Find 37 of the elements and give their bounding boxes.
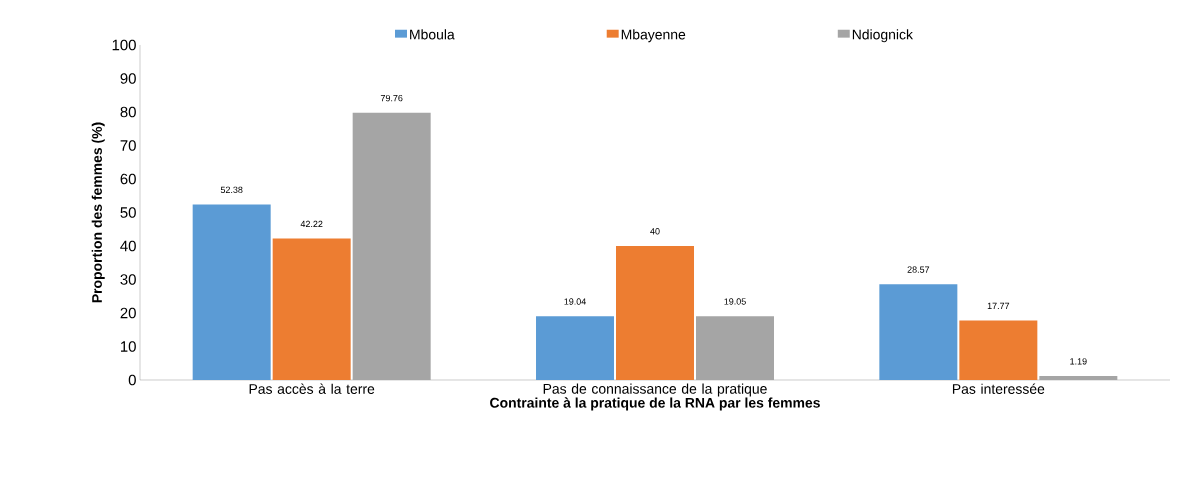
x-tick-label: Pas de connaissance de la pratique — [543, 383, 767, 397]
bar — [1039, 376, 1118, 380]
y-tick-label: 60 — [120, 173, 136, 185]
bar — [536, 316, 615, 380]
y-tick-label: 0 — [128, 374, 136, 386]
bar — [696, 316, 774, 380]
data-label: 17.77 — [987, 302, 1010, 309]
y-tick-label: 80 — [120, 106, 136, 118]
y-tick-label: 90 — [120, 73, 136, 84]
data-label: 1.19 — [1070, 358, 1087, 365]
x-axis-title: Contrainte à la pratique de la RNA par les femmes — [490, 397, 820, 411]
legend-label: Ndiognick — [852, 29, 913, 43]
x-tick-label: Pas interessée — [952, 383, 1045, 394]
legend-label: Mbayenne — [621, 29, 686, 43]
data-label: 40 — [650, 228, 660, 235]
data-label: 42.22 — [300, 220, 323, 228]
data-label: 19.05 — [724, 298, 746, 305]
y-tick-label: 30 — [120, 274, 136, 285]
y-tick-label: 100 — [112, 39, 136, 51]
bar — [272, 238, 351, 380]
legend-label: Mboula — [410, 29, 455, 40]
y-tick-label: 20 — [120, 307, 136, 319]
bar — [616, 246, 695, 380]
bar — [192, 204, 271, 380]
bar — [352, 112, 431, 380]
bar — [959, 320, 1038, 380]
y-tick-label: 10 — [121, 341, 136, 352]
y-tick-label: 40 — [120, 240, 136, 252]
data-label: 52.38 — [220, 186, 243, 194]
x-tick-label: Pas accès à la terre — [249, 383, 375, 394]
data-label: 28.57 — [907, 266, 930, 273]
data-label: 19.04 — [564, 298, 586, 305]
y-tick-label: 50 — [120, 207, 136, 218]
bar — [879, 284, 958, 380]
data-label: 79.76 — [380, 94, 403, 102]
y-axis-title: Proportion des femmes (%) — [91, 122, 105, 303]
y-tick-label: 70 — [120, 140, 136, 151]
